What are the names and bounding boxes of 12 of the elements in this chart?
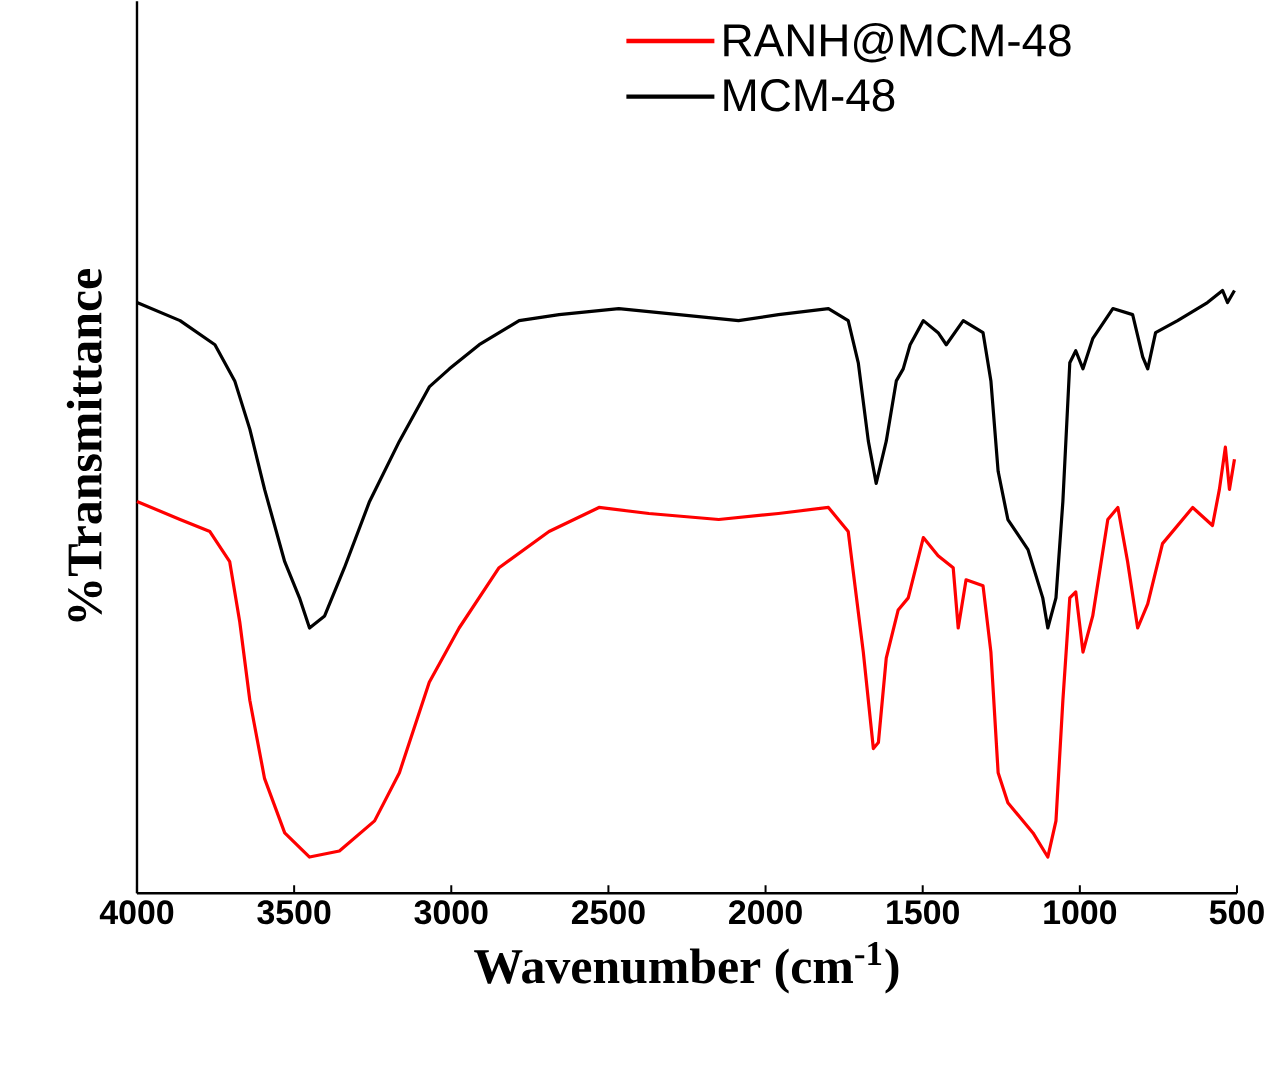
y-axis-title: %Transmittance: [66, 268, 102, 622]
x-tick-label: 500: [1209, 900, 1264, 925]
x-tick-label: 2500: [571, 900, 645, 925]
x-tick-label: 3500: [257, 900, 331, 925]
x-tick-label: 1500: [887, 900, 959, 925]
x-axis-title: Wavenumber (cm$^{-1}$): [474, 941, 899, 994]
x-tick-label: 1000: [1044, 900, 1117, 925]
x-tick-label: 3000: [414, 900, 488, 925]
x-tick-label: 4000: [99, 900, 174, 925]
legend-label: RANH@MCM-48: [724, 22, 1071, 63]
x-tick-label: 2000: [729, 900, 802, 925]
legend-label: MCM-48: [724, 79, 895, 112]
